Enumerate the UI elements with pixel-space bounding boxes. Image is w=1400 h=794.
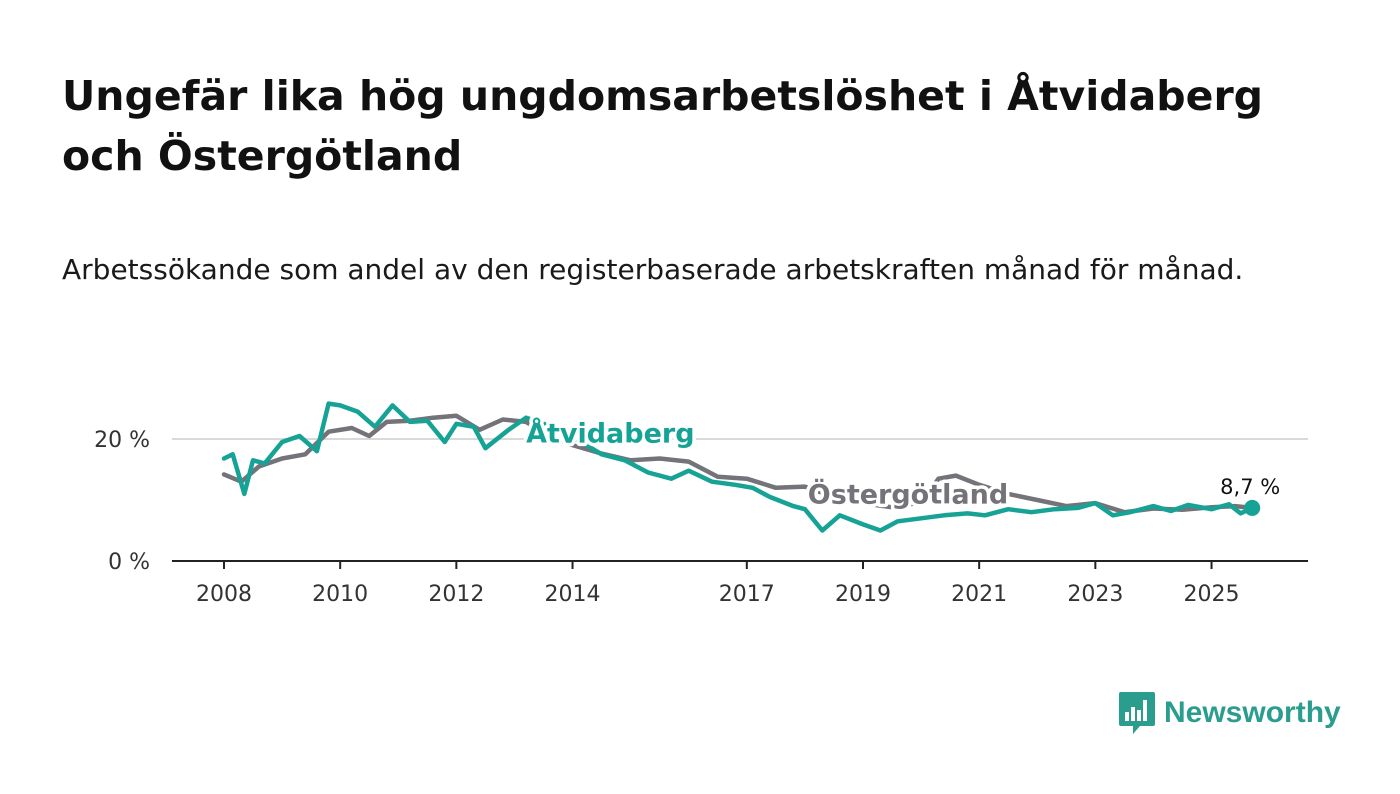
chart-title: Ungefär lika hög ungdomsarbetslöshet i Å… — [62, 72, 1264, 180]
chart-subtitle: Arbetssökande som andel av den registerb… — [62, 253, 1244, 286]
line-layer — [221, 401, 1255, 533]
line-chart: 0 % 20 % 2008 2010 2012 2014 2017 2019 2021 2023 2… — [94, 401, 1308, 607]
series-label-atvidaberg: Åtvidaberg — [526, 418, 695, 450]
end-point-marker — [1244, 499, 1261, 516]
brand-name: Newsworthy — [1164, 696, 1341, 729]
x-tick-label: 2014 — [545, 582, 601, 607]
x-tick-label: 2017 — [719, 582, 775, 607]
y-tick-label: 0 % — [108, 550, 150, 575]
series-line-atvidaberg — [221, 401, 1255, 533]
series-line-ostergotland — [221, 413, 1255, 515]
bar-chart-bubble-icon — [1119, 692, 1155, 734]
x-tick-label: 2025 — [1184, 582, 1240, 607]
x-tick-label: 2019 — [835, 582, 891, 607]
x-tick-label: 2008 — [196, 582, 252, 607]
brand-logo: Newsworthy — [1118, 690, 1341, 736]
y-tick-label: 20 % — [94, 428, 150, 453]
end-value-label: 8,7 % — [1220, 475, 1280, 499]
label-layer: Östergötland Åtvidaberg 8,7 % — [523, 414, 1283, 516]
x-tick-label: 2010 — [312, 582, 368, 607]
x-tick-label: 2021 — [951, 582, 1007, 607]
x-tick-label: 2012 — [428, 582, 484, 607]
grid-layer: 0 % 20 % 2008 2010 2012 2014 2017 2019 2021 2023 2… — [94, 428, 1308, 607]
series-label-ostergotland: Östergötland — [808, 478, 1008, 511]
x-tick-label: 2023 — [1067, 582, 1123, 607]
